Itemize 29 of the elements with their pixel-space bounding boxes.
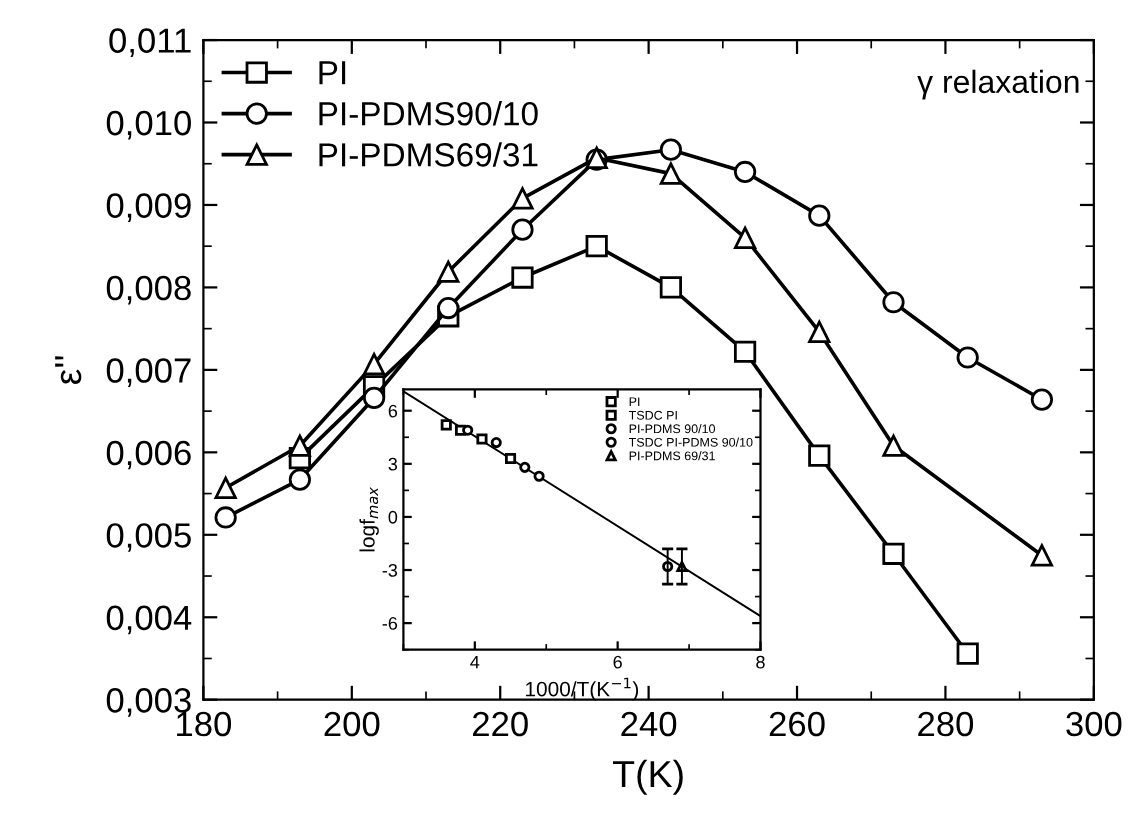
x-tick-label: 8: [756, 655, 765, 669]
annotation: γ relaxation: [917, 69, 1079, 100]
y-tick-label: -6: [382, 617, 398, 630]
x-tick-label: 240: [621, 711, 677, 737]
y-tick-label: 0,005: [106, 523, 191, 552]
x-tick-label: 4: [470, 655, 480, 669]
x-tick-label: 6: [613, 655, 622, 669]
x-tick-label: 280: [918, 711, 974, 737]
legend-label: PI: [319, 61, 346, 85]
x-tick-label: 200: [324, 711, 380, 737]
x-tick-label: 220: [473, 711, 528, 737]
x-tick-label: 260: [769, 711, 825, 737]
y-tick-label: 0,008: [106, 275, 191, 305]
x-tick-label: 300: [1066, 711, 1122, 737]
legend-label: PI-PDMS69/31: [319, 142, 538, 167]
y-tick-label: 0,009: [106, 193, 191, 222]
y-tick-label: 0,006: [106, 440, 191, 470]
y-axis-title: ε'': [55, 356, 82, 385]
y-tick-label: 0: [388, 510, 398, 524]
x-axis-title: T(K): [613, 759, 683, 795]
legend-label: PI-PDMS90/10: [319, 101, 538, 126]
y-axis-title: logf$_{max}$: [359, 487, 379, 552]
y-tick-label: 3: [388, 457, 398, 471]
y-tick-label: 0,011: [109, 28, 191, 58]
y-tick-label: 0,004: [106, 605, 192, 635]
y-tick-label: 0,007: [106, 358, 191, 387]
y-tick-label: 6: [388, 404, 398, 418]
y-tick-label: -3: [382, 563, 398, 577]
y-tick-label: 0,010: [106, 110, 191, 140]
